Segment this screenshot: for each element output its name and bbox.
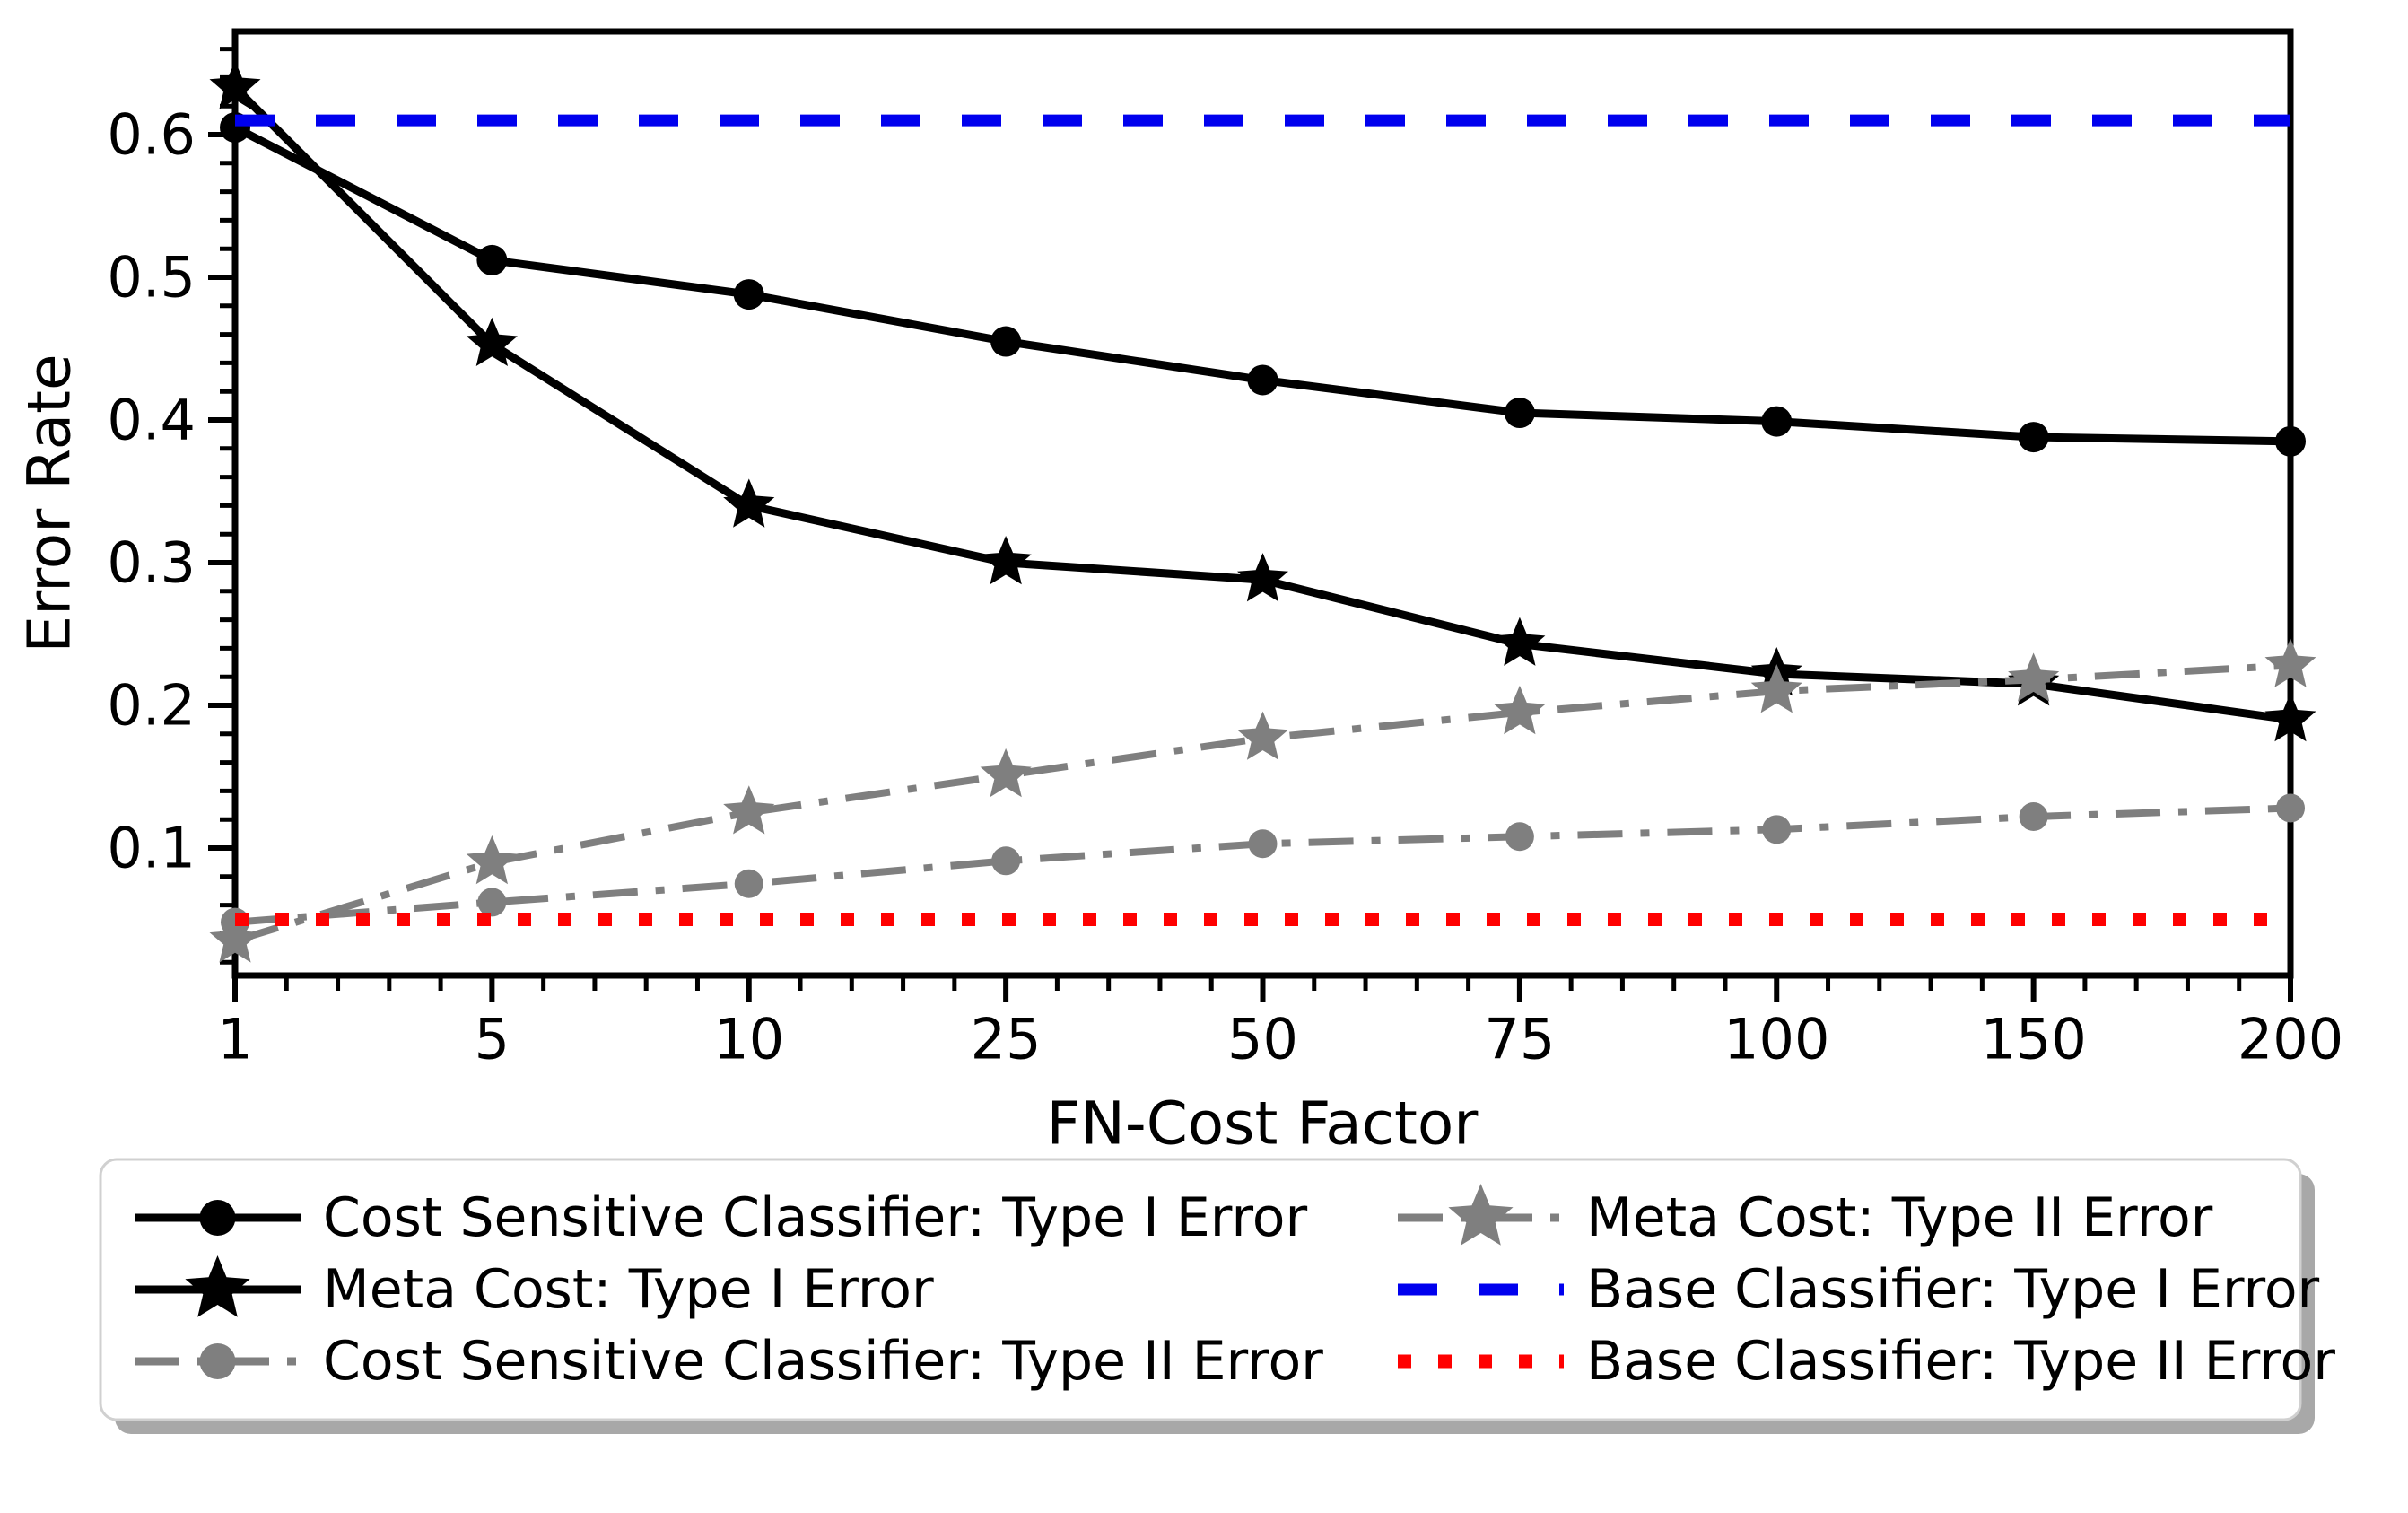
y-tick-label: 0.2 (107, 673, 196, 739)
data-point-marker (1248, 829, 1278, 859)
legend-entry-label: Meta Cost: Type I Error (323, 1258, 934, 1321)
data-point-marker (2018, 422, 2049, 453)
data-point-marker (1762, 815, 1792, 844)
series-meta-cost-type-ii-error (209, 638, 2316, 963)
legend-entry-label: Meta Cost: Type II Error (1586, 1186, 2213, 1249)
x-tick-label: 10 (713, 1007, 784, 1072)
series-meta-cost-type-i-error (209, 60, 2316, 742)
plot-area: 1 5 10 25 50 75 100 150 200 0.1 0.2 0.3 0.4 0.5 0.6 (107, 28, 2343, 1072)
series-cost-sensitive-classifier-type-ii-error (221, 793, 2305, 937)
data-point-marker (2276, 793, 2305, 823)
data-point-marker (1247, 364, 1278, 396)
legend-entry-meta-cost-type-i-error: Meta Cost: Type I Error (135, 1255, 934, 1321)
legend-entry-label: Cost Sensitive Classifier: Type I Error (323, 1186, 1307, 1249)
legend-box (99, 1158, 2302, 1421)
data-point-marker (1237, 553, 1288, 602)
data-point-marker (723, 478, 775, 528)
data-point-marker (734, 869, 763, 898)
data-point-marker (209, 914, 261, 963)
data-point-marker (2019, 802, 2048, 832)
data-point-marker (980, 748, 1032, 798)
x-tick-label: 100 (1723, 1007, 1829, 1072)
legend-key-marker (185, 1255, 250, 1317)
series-line (234, 804, 2291, 926)
data-point-marker (1237, 711, 1288, 760)
data-point-marker (733, 279, 764, 310)
legend-key-marker (199, 1343, 236, 1379)
y-tick-label: 0.4 (107, 388, 196, 453)
x-tick-label: 200 (2238, 1007, 2343, 1072)
data-point-marker (980, 536, 1032, 585)
legend-entry-cost-sensitive-classifier-type-ii-error: Cost Sensitive Classifier: Type II Error (135, 1330, 1323, 1393)
legend-entry-label: Cost Sensitive Classifier: Type II Error (323, 1330, 1323, 1393)
data-point-marker (2264, 638, 2316, 687)
data-point-marker (477, 888, 507, 917)
x-tick-label: 75 (1484, 1007, 1555, 1072)
series-cost-sensitive-classifier-type-i-error (220, 112, 2306, 457)
data-point-marker (991, 846, 1021, 876)
x-tick-label: 150 (1980, 1007, 2086, 1072)
x-tick-label: 25 (971, 1007, 1042, 1072)
legend-entry-label: Base Classifier: Type I Error (1586, 1258, 2320, 1321)
data-point-marker (1505, 822, 1534, 852)
legend-key-marker (199, 1200, 236, 1236)
data-point-marker (2275, 425, 2306, 457)
data-point-marker (2008, 652, 2060, 702)
series-line (231, 84, 2291, 724)
y-tick-label: 0.6 (107, 102, 196, 168)
x-axis-title: FN-Cost Factor (1047, 1089, 1479, 1159)
legend: Cost Sensitive Classifier: Type I Error M… (99, 1158, 2335, 1434)
legend-key-marker (1448, 1184, 1514, 1246)
series-line (233, 661, 2291, 945)
y-tick-label: 0.1 (107, 816, 196, 881)
data-point-marker (1494, 617, 1546, 666)
data-point-marker (1504, 398, 1535, 429)
x-tick-label: 50 (1227, 1007, 1298, 1072)
legend-entry-label: Base Classifier: Type II Error (1586, 1330, 2335, 1393)
x-tick-label: 5 (475, 1007, 510, 1072)
legend-entry-meta-cost-type-ii-error: Meta Cost: Type II Error (1398, 1184, 2213, 1249)
data-point-marker (990, 326, 1022, 357)
x-tick-label: 1 (217, 1007, 252, 1072)
data-point-marker (723, 785, 775, 835)
data-point-marker (209, 60, 261, 109)
data-point-marker (466, 835, 518, 885)
y-tick-label: 0.5 (107, 245, 196, 310)
legend-entry-base-classifier-type-i-error: Base Classifier: Type I Error (1398, 1258, 2320, 1321)
legend-entry-base-classifier-type-ii-error: Base Classifier: Type II Error (1398, 1330, 2335, 1393)
y-axis-title: Error Rate (15, 354, 84, 652)
y-tick-label: 0.3 (107, 530, 196, 596)
legend-entry-cost-sensitive-classifier-type-i-error: Cost Sensitive Classifier: Type I Error (135, 1186, 1307, 1249)
data-point-marker (1761, 406, 1793, 437)
data-point-marker (1494, 685, 1546, 735)
data-point-marker (1750, 664, 1802, 713)
data-point-marker (2264, 692, 2316, 742)
data-point-marker (466, 317, 518, 366)
data-point-marker (476, 244, 508, 275)
